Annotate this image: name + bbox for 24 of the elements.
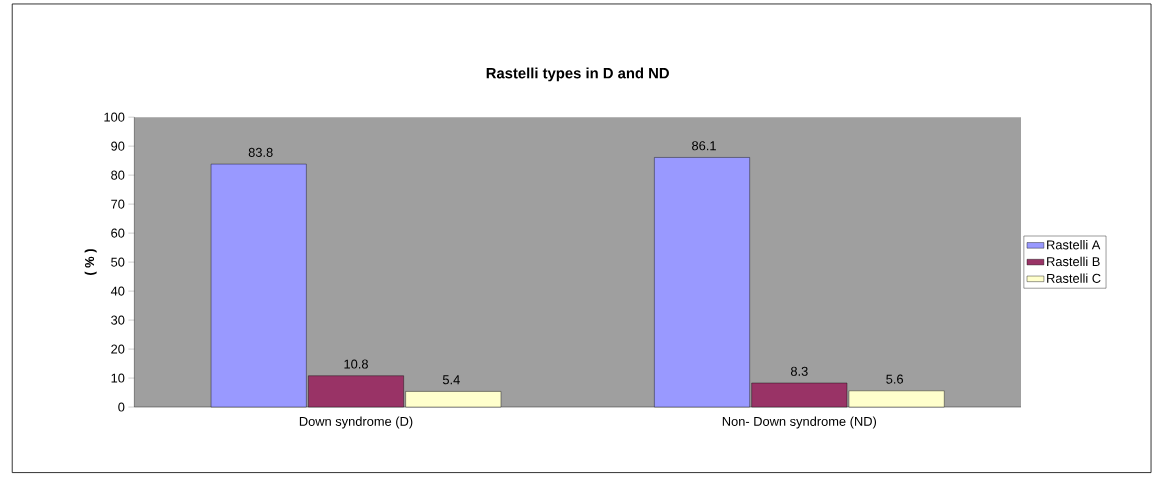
data-label: 86.1 <box>692 141 716 151</box>
y-tick-label: 70 <box>111 199 125 209</box>
y-axis-title: ( % ) <box>84 249 97 276</box>
chart-title: Rastelli types in D and ND <box>486 67 669 82</box>
data-label: 83.8 <box>248 148 273 158</box>
data-label: 5.4 <box>442 375 460 385</box>
y-tick-label: 20 <box>111 344 125 354</box>
y-tick-label: 60 <box>111 228 125 238</box>
legend-label: Rastelli C <box>1047 273 1101 284</box>
y-tick-label: 100 <box>104 112 125 122</box>
y-tick-label: 40 <box>110 286 125 296</box>
y-tick-label: 30 <box>111 315 125 325</box>
x-tick-label: Non- Down syndrome (ND) <box>722 416 877 429</box>
y-tick-label: 50 <box>111 257 125 267</box>
y-tick-label: 90 <box>111 141 125 151</box>
legend-label: Rastelli B <box>1047 256 1100 267</box>
y-tick-label: 0 <box>118 402 125 412</box>
x-tick-label: Down syndrome (D) <box>299 416 413 429</box>
data-label: 5.6 <box>886 374 904 384</box>
data-label: 10.8 <box>344 359 368 369</box>
data-label: 8.3 <box>790 366 808 377</box>
legend-label: Rastelli A <box>1047 240 1101 250</box>
y-tick-label: 10 <box>111 373 125 383</box>
y-tick-label: 80 <box>111 170 125 180</box>
